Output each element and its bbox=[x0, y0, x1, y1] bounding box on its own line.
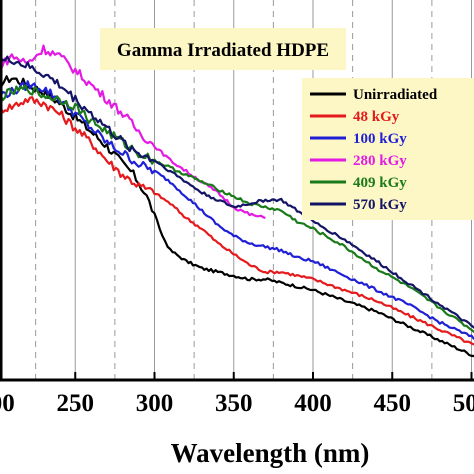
legend-label: 409 kGy bbox=[353, 175, 407, 191]
series-line bbox=[0, 44, 266, 220]
legend-label: 570 kGy bbox=[353, 197, 407, 213]
chart-title-box: Gamma Irradiated HDPE bbox=[100, 28, 346, 70]
series-line bbox=[0, 84, 474, 333]
legend: Unirradiated 48 kGy 100 kGy 280 kGy 409 kGy 5… bbox=[302, 78, 474, 220]
legend-label: 100 kGy bbox=[353, 131, 407, 147]
x-tick-label: 500 bbox=[453, 390, 474, 417]
x-ticks: 200 250 300 350 400 450 500 bbox=[0, 372, 474, 417]
x-tick-label: 450 bbox=[374, 390, 412, 417]
legend-label: Unirradiated bbox=[353, 87, 438, 103]
x-tick-label: 350 bbox=[215, 390, 253, 417]
x-tick-label: 400 bbox=[294, 390, 332, 417]
x-tick-label: 250 bbox=[57, 390, 95, 417]
series-lines bbox=[0, 44, 474, 358]
series-line bbox=[0, 75, 474, 358]
legend-box bbox=[302, 78, 474, 220]
chart-title: Gamma Irradiated HDPE bbox=[117, 40, 329, 61]
legend-label: 48 kGy bbox=[353, 109, 400, 125]
series-line bbox=[0, 80, 474, 340]
x-tick-label: 200 bbox=[0, 390, 15, 417]
series-line bbox=[0, 55, 474, 329]
x-axis-title: Wavelength (nm) bbox=[171, 438, 370, 468]
x-tick-label: 300 bbox=[136, 390, 174, 417]
legend-label: 280 kGy bbox=[353, 153, 407, 169]
series-line bbox=[0, 96, 474, 346]
